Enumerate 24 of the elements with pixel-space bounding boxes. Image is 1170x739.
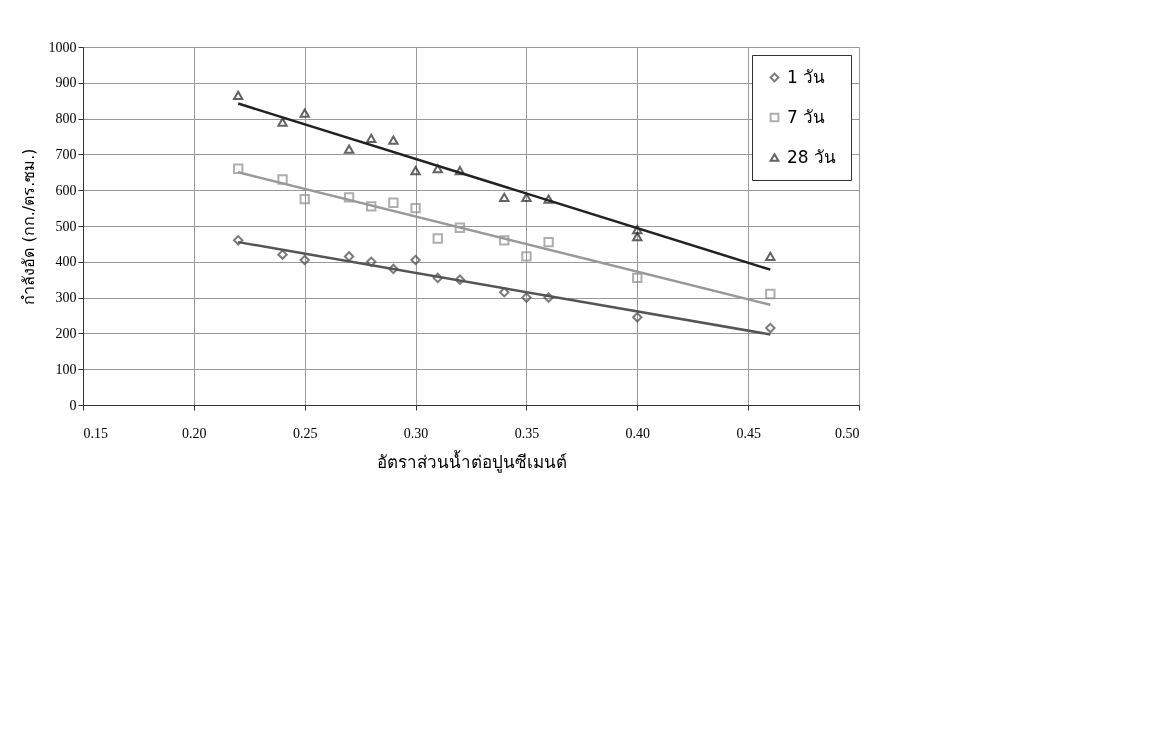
y-tick-label: 600 [55,182,77,198]
legend-label: 28 วัน [787,146,837,167]
legend-label: 7 วัน [787,106,826,127]
x-tick-label: 0.30 [403,425,429,441]
y-tick-label: 0 [69,397,77,413]
y-tick-label: 500 [55,218,77,234]
legend-label: 1 วัน [787,66,826,87]
y-axis-title: กำลังอัด (กก./ตร.ซม.) [18,148,38,305]
y-tick-label: 900 [55,75,77,91]
y-tick-label: 800 [55,111,77,127]
y-tick-label: 700 [55,146,77,162]
x-tick-label: 0.20 [182,425,207,441]
x-tick-label: 0.50 [835,425,860,441]
y-tick-label: 100 [55,361,77,377]
x-tick-label: 0.25 [292,425,318,441]
y-tick-label: 400 [55,254,77,270]
x-tick-label: 0.35 [514,425,540,441]
y-tick-label: 1000 [48,39,77,55]
x-tick-label: 0.15 [83,425,108,441]
y-tick-label: 200 [55,325,77,341]
x-tick-label: 0.45 [736,425,761,441]
x-tick-label: 0.40 [625,425,651,441]
y-tick-label: 300 [55,290,77,306]
x-axis-title: อัตราส่วนน้ำต่อปูนซีเมนต์ [376,449,567,473]
